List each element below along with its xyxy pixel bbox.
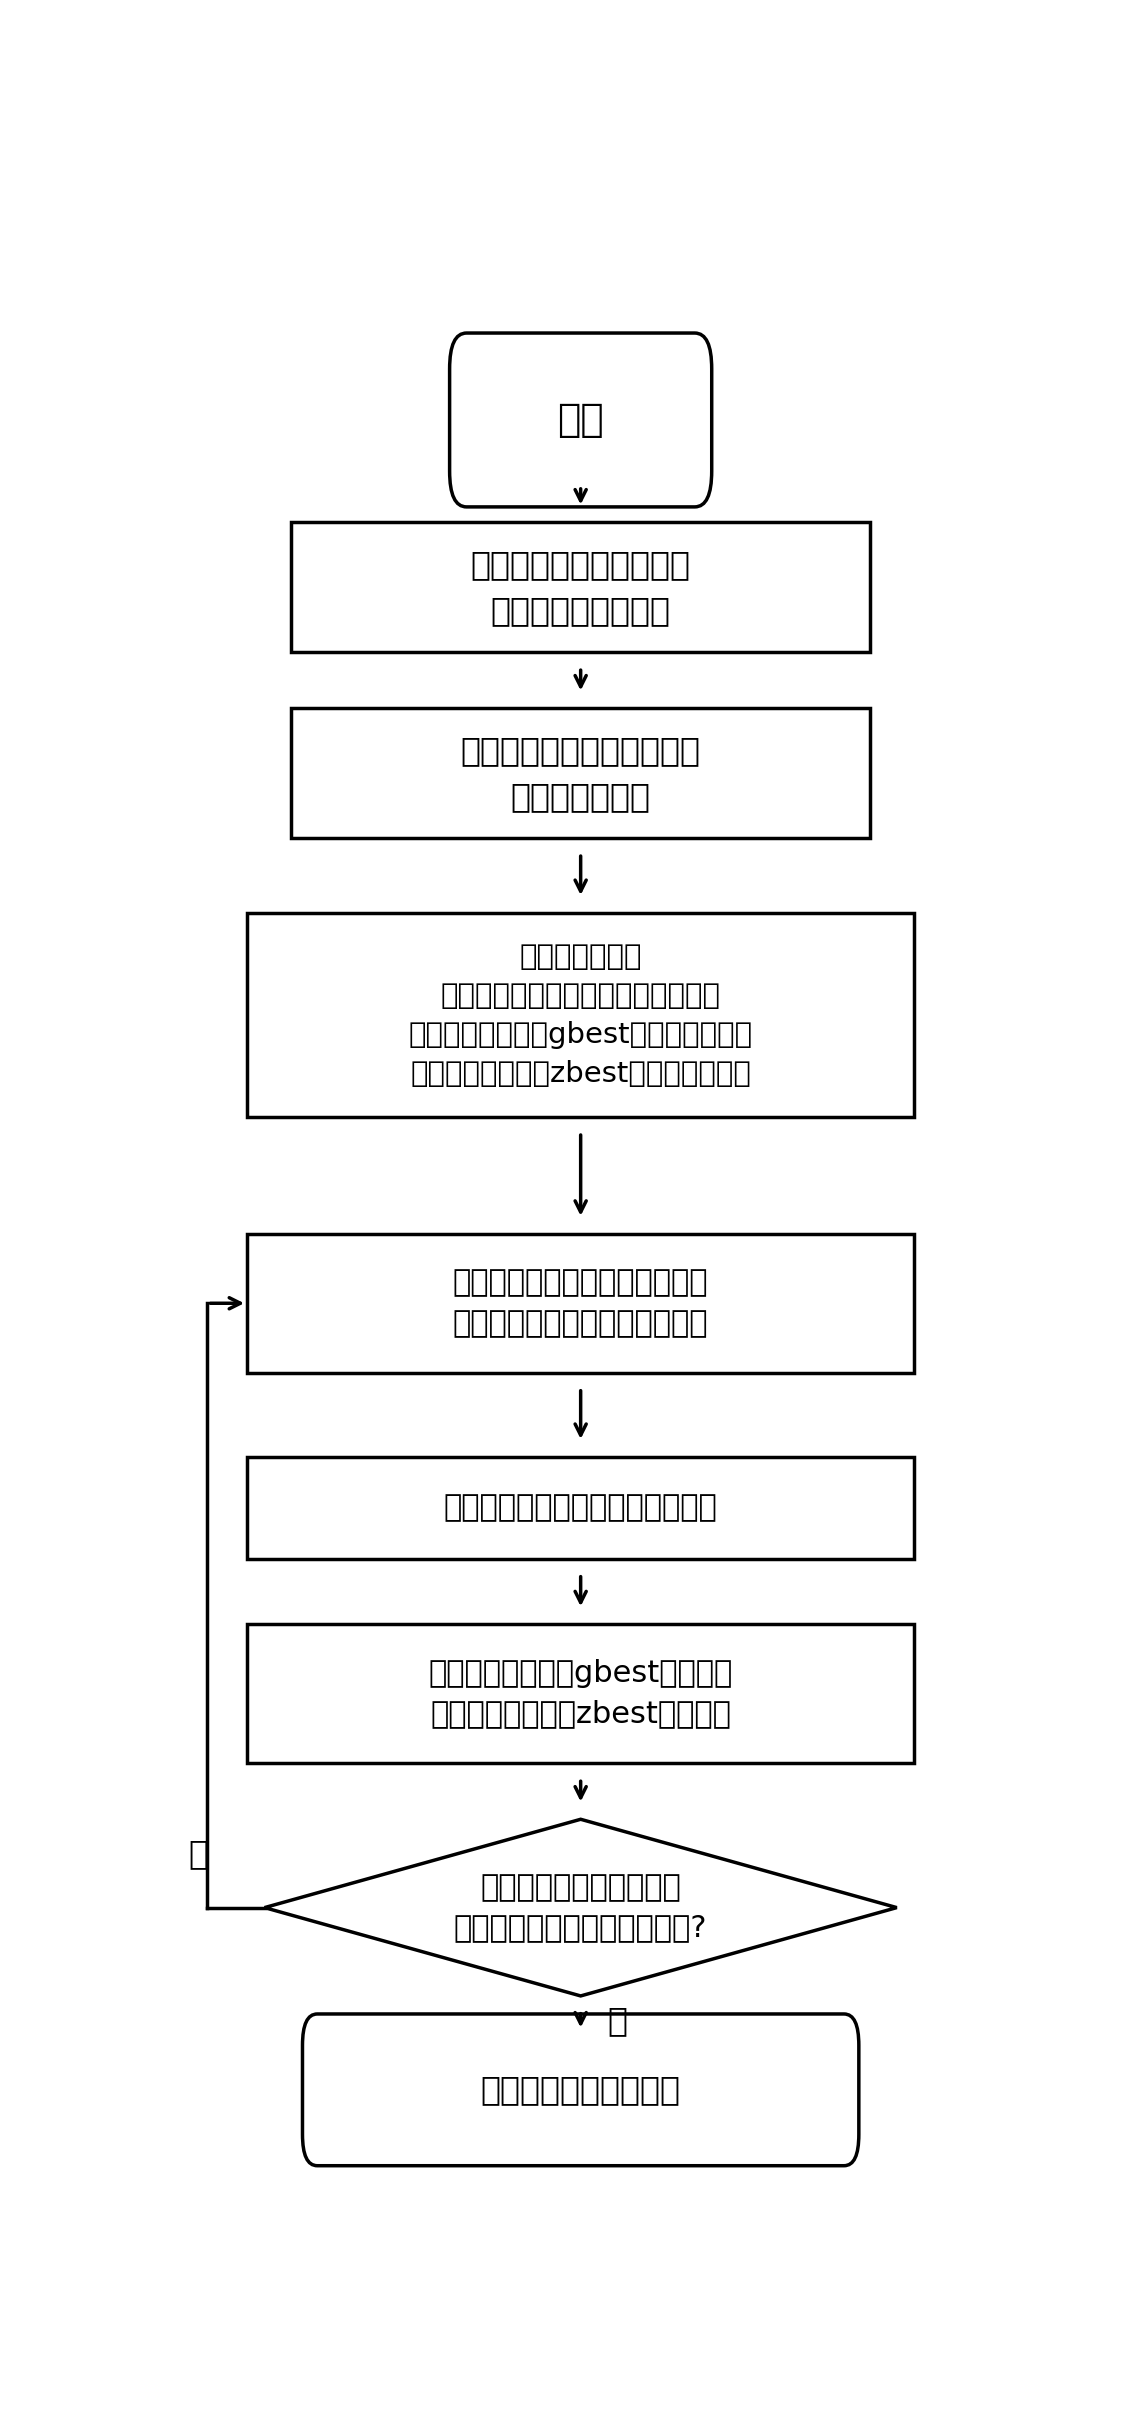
Text: 是否达到最大迭代次数或
种群最优适应度是否满足要求?: 是否达到最大迭代次数或 种群最优适应度是否满足要求? — [454, 1874, 707, 1942]
Bar — [291, 708, 870, 838]
FancyBboxPatch shape — [303, 2014, 859, 2166]
Text: 设置粒子群算法参数及变压
器参数约束条件: 设置粒子群算法参数及变压 器参数约束条件 — [461, 734, 700, 814]
Bar — [247, 1234, 914, 1374]
Bar — [247, 913, 914, 1118]
Text: 由粒子群速度更新公式更新速度
由粒子群位置更新公式更新位置: 由粒子群速度更新公式更新速度 由粒子群位置更新公式更新位置 — [453, 1268, 708, 1338]
FancyBboxPatch shape — [450, 333, 712, 507]
Polygon shape — [265, 1818, 897, 1995]
Text: 由适应度函数评价粒子位置适应度: 由适应度函数评价粒子位置适应度 — [444, 1492, 717, 1521]
Text: 给定初始粒子群
由适应度函数计算初始粒子群适应度
确定个体最优位置gbest及适应度初始值
确定种群最优位置zbest及适应度初始值: 给定初始粒子群 由适应度函数计算初始粒子群适应度 确定个体最优位置gbest及适… — [409, 942, 752, 1087]
Text: 开始: 开始 — [557, 401, 604, 440]
Text: 否: 否 — [189, 1838, 208, 1869]
Bar — [291, 522, 870, 652]
Text: 是: 是 — [607, 2004, 627, 2038]
Text: 输出变压器参数辨识值: 输出变压器参数辨识值 — [480, 2074, 681, 2106]
Text: 更新个体最优位置gbest及适应度
更新种群最优位置zbest及适应度: 更新个体最优位置gbest及适应度 更新种群最优位置zbest及适应度 — [428, 1659, 733, 1729]
Text: 测量变压器两侧电压电流
输入变压器铭牌数据: 测量变压器两侧电压电流 输入变压器铭牌数据 — [470, 548, 691, 628]
Bar — [247, 1456, 914, 1560]
Bar — [247, 1623, 914, 1763]
